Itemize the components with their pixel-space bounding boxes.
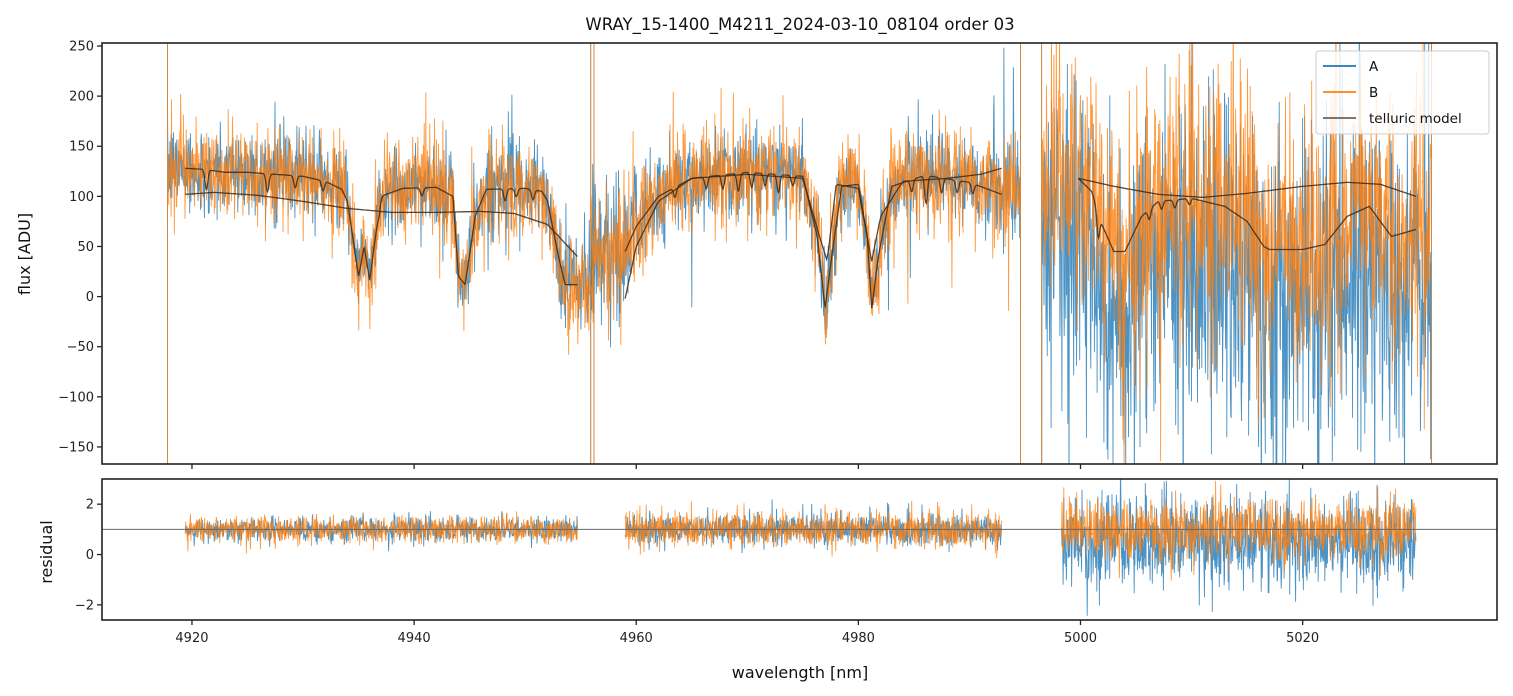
x-tick-label: 4920: [175, 631, 208, 646]
residual-y-ticks: 2 0 −2: [75, 498, 102, 613]
residual-series-b-segment-2: [624, 500, 1003, 559]
x-tick-label: 4980: [842, 631, 875, 646]
legend-label-b: B: [1369, 85, 1378, 101]
x-tick-label: 4960: [620, 631, 653, 646]
flux-y-tick-label: 50: [77, 240, 94, 255]
flux-x-ticks: [191, 464, 1304, 469]
legend: A B telluric model: [1315, 50, 1490, 135]
flux-y-tick-label: 250: [69, 40, 94, 55]
legend-label-telluric: telluric model: [1369, 111, 1462, 127]
residual-y-tick-label: 0: [86, 548, 94, 563]
flux-y-tick-label: 150: [69, 140, 94, 155]
flux-y-ticks: 250 200 150 100 50 0 −50 −100 −150: [58, 40, 102, 455]
x-tick-label: 4940: [398, 631, 431, 646]
residual-y-tick-label: −2: [75, 598, 94, 613]
residual-axes-frame: [101, 478, 1498, 621]
continuum-model-segment-3: [1078, 177, 1417, 198]
residual-panel: [102, 479, 1497, 616]
flux-series-a-segment-2: [590, 43, 1021, 464]
flux-y-tick-label: 0: [86, 290, 94, 305]
telluric-model-segment-1: [185, 167, 578, 286]
telluric-model-segment-2: [624, 171, 1002, 310]
flux-y-tick-label: −50: [67, 340, 94, 355]
flux-series-b-segment-1: [167, 43, 595, 464]
residual-series-b-segment-3: [1061, 480, 1417, 581]
x-tick-label: 5000: [1064, 631, 1097, 646]
flux-axes-frame: [101, 42, 1498, 465]
x-tick-label: 5020: [1286, 631, 1319, 646]
residual-y-axis-label: residual: [37, 520, 56, 583]
telluric-model-segment-3: [1077, 177, 1417, 253]
flux-y-tick-label: 200: [69, 90, 94, 105]
flux-y-axis-label: flux [ADU]: [15, 213, 34, 295]
flux-y-tick-label: −100: [58, 390, 94, 405]
continuum-model-segment-1: [185, 191, 578, 257]
legend-label-a: A: [1369, 59, 1379, 75]
flux-y-tick-label: 100: [69, 190, 94, 205]
flux-series-b-segment-2: [590, 43, 1021, 464]
residual-y-tick-label: 2: [86, 498, 94, 513]
flux-series-a-segment-1: [167, 43, 595, 464]
residual-series-b-segment-1: [184, 511, 578, 554]
flux-panel: [167, 43, 1432, 464]
residual-x-ticks: 4920 4940 4960 4980 5000 5020: [175, 620, 1319, 646]
x-axis-label: wavelength [nm]: [732, 663, 869, 682]
chart-title: WRAY_15-1400_M4211_2024-03-10_08104 orde…: [585, 15, 1014, 35]
legend-box: [1315, 50, 1490, 135]
flux-y-tick-label: −150: [58, 440, 94, 455]
